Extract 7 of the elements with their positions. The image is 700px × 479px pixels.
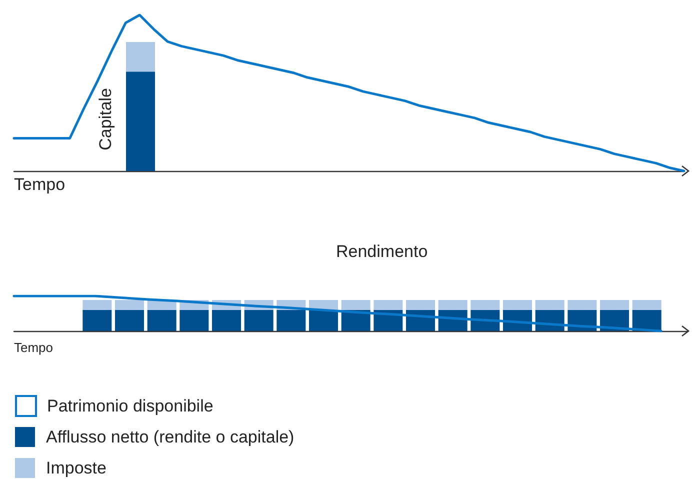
legend-label: Afflusso netto (rendite o capitale): [46, 428, 294, 446]
legend-label: Imposte: [46, 458, 106, 478]
legend-label: Patrimonio disponibile: [47, 396, 214, 416]
text: Rendimento: [336, 242, 428, 261]
x-axis-title: Tempo: [14, 340, 54, 355]
x-axis-title: Tempo: [14, 175, 66, 194]
annotation: Capitale: [96, 88, 115, 150]
